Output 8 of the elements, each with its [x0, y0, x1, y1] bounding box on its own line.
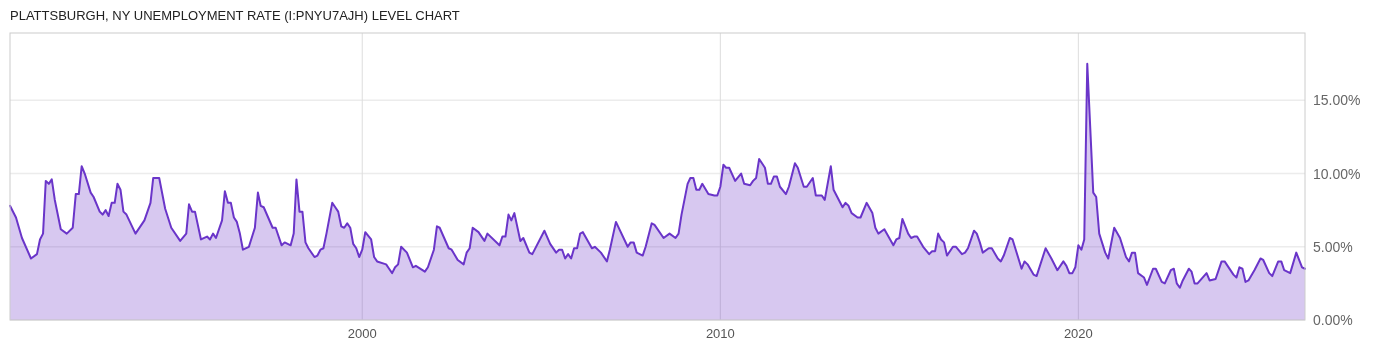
y-tick-label: 15.00% — [1313, 92, 1361, 109]
x-tick-label: 2020 — [1063, 326, 1093, 341]
chart-title: PLATTSBURGH, NY UNEMPLOYMENT RATE (I:PNYU7AJH) LEVEL CHART — [10, 8, 460, 23]
y-tick-label: 0.00% — [1313, 312, 1353, 328]
y-tick-label: 5.00% — [1313, 238, 1353, 255]
x-tick-label: 2010 — [705, 326, 735, 341]
y-tick-label: 10.00% — [1313, 165, 1361, 182]
x-tick-label: 2000 — [347, 326, 377, 341]
